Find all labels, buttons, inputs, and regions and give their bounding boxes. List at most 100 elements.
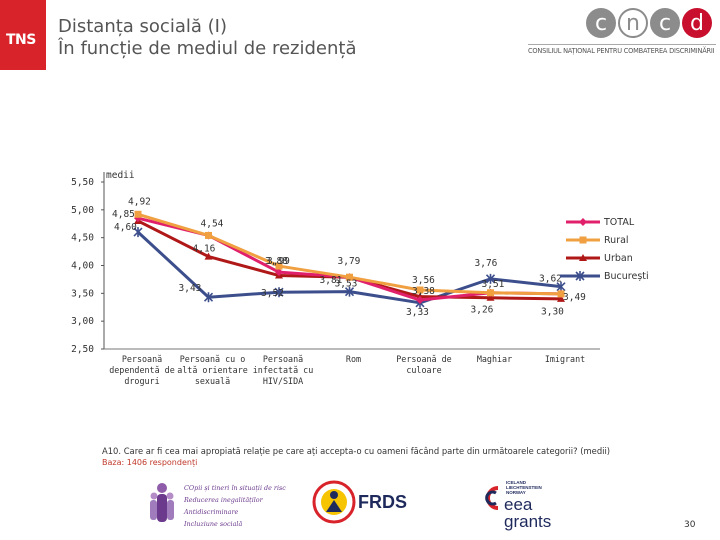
page-title-line2: În funcție de mediul de rezidență xyxy=(58,38,357,59)
x-category-label: Maghiar xyxy=(477,354,512,364)
tns-logo: TNS xyxy=(0,0,46,70)
eea-country-1: ICELAND xyxy=(506,480,526,485)
cncd-letter-4: d xyxy=(682,8,712,38)
x-category-label: Persoană xyxy=(263,354,303,364)
data-point xyxy=(203,292,214,303)
base-note: Baza: 1406 respondenți xyxy=(102,458,198,467)
data-point xyxy=(486,293,495,301)
unit-label: medii xyxy=(106,170,135,181)
data-point xyxy=(275,262,283,270)
data-point xyxy=(344,286,355,297)
data-label: 3,99 xyxy=(267,256,290,267)
data-point xyxy=(133,227,143,238)
eea-country-2: LIECHTENSTEIN xyxy=(506,485,542,490)
data-point xyxy=(557,294,565,302)
line-chart: 5,50 5,00 4,50 4,00 3,50 3,00 2,50 medii 4,92 4,… xyxy=(71,170,649,386)
x-category-label: Persoană xyxy=(122,354,162,364)
legend-label: Urban xyxy=(604,253,633,264)
data-label: 3,56 xyxy=(412,275,435,286)
cncd-letter-3: c xyxy=(650,8,680,38)
data-label: 3,51 xyxy=(482,279,505,290)
cncd-subtitle: CONSILIUL NAȚIONAL PENTRU COMBATEREA DIS… xyxy=(528,44,716,55)
cop-logo: COpii și tineri în situații de risc Redu… xyxy=(148,478,286,532)
cncd-letter-1: c xyxy=(586,8,616,38)
data-label: 3,62 xyxy=(539,274,562,285)
cop-line-3: Antidiscriminare xyxy=(184,508,239,516)
data-label: 3,33 xyxy=(406,307,429,318)
data-label: 3,76 xyxy=(475,258,498,269)
x-category-label: HIV/SIDA xyxy=(263,376,303,386)
data-label: 3,26 xyxy=(471,305,494,316)
cncd-logo: c n c d CONSILIUL NAȚIONAL PENTRU COMBAT… xyxy=(528,8,716,56)
cncd-letter-2: n xyxy=(618,8,648,38)
grants-word: grants xyxy=(504,512,552,531)
data-label: 3,30 xyxy=(541,306,564,317)
y-tick-label: 3,50 xyxy=(71,288,94,299)
x-category-label: droguri xyxy=(124,376,159,386)
data-label: 3,79 xyxy=(338,256,361,267)
question-footnote: A10. Care ar fi cea mai apropiată relați… xyxy=(102,446,611,456)
x-category-label: sexuală xyxy=(195,376,230,386)
data-label: 4,16 xyxy=(193,244,216,255)
page-number: 30 xyxy=(684,520,696,530)
y-tick-label: 5,00 xyxy=(71,205,94,216)
x-category-label: Rom xyxy=(346,354,361,364)
legend-marker xyxy=(579,218,587,226)
data-point xyxy=(416,286,424,294)
people-figure-icon xyxy=(150,483,174,522)
data-label: 3,38 xyxy=(412,286,435,297)
data-point xyxy=(134,210,142,218)
data-label: 3,43 xyxy=(179,283,202,294)
y-tick-label: 5,50 xyxy=(71,177,94,188)
legend-marker xyxy=(575,271,585,281)
data-label: 3,81 xyxy=(320,275,343,286)
data-point xyxy=(416,296,424,305)
data-label: 4,60 xyxy=(114,222,137,233)
data-point xyxy=(557,290,565,298)
data-label: 3,52 xyxy=(261,288,284,299)
data-point xyxy=(204,252,213,260)
x-category-label: altă orientare xyxy=(177,365,248,375)
data-point xyxy=(275,268,283,277)
x-category-label: Persoană de xyxy=(396,354,451,364)
eea-word: eea xyxy=(504,495,533,514)
frds-logo: FRDS xyxy=(312,478,412,532)
y-tick-label: 4,50 xyxy=(71,233,94,244)
legend-label: București xyxy=(604,271,649,282)
data-point xyxy=(346,273,353,281)
cop-line-1: COpii și tineri în situații de risc xyxy=(184,484,286,492)
x-category-label: infectată cu xyxy=(253,365,314,375)
legend-label: Rural xyxy=(604,235,629,246)
data-point xyxy=(274,287,284,298)
data-label: 4,92 xyxy=(128,196,151,207)
eea-country-3: NORWAY xyxy=(506,490,526,495)
cop-line-4: Incluziune socială xyxy=(184,520,243,528)
data-label: 4,85 xyxy=(112,209,135,220)
cop-line-2: Reducerea inegalităților xyxy=(184,496,263,504)
x-category-label: Persoană cu o xyxy=(180,354,246,364)
page-title-line1: Distanța socială (I) xyxy=(58,16,227,37)
data-label: 4,54 xyxy=(201,218,224,229)
x-category-label: dependentă de xyxy=(109,365,175,375)
legend-marker xyxy=(579,254,587,261)
data-point xyxy=(485,273,496,284)
x-category-label: Imigrant xyxy=(545,354,585,364)
data-point xyxy=(205,231,212,239)
legend-marker xyxy=(579,236,587,244)
x-category-label: culoare xyxy=(406,365,441,375)
frds-emblem-icon xyxy=(312,480,356,524)
page-title: Distanța socială (I) În funcție de mediu… xyxy=(58,16,356,60)
eea-swirl-icon xyxy=(485,486,499,510)
sponsor-logos: COpii și tineri în situații de risc Redu… xyxy=(140,474,580,534)
y-tick-label: 2,50 xyxy=(71,344,94,355)
tns-brand-text: TNS xyxy=(6,32,36,48)
legend-label: TOTAL xyxy=(603,217,635,228)
data-label: 3,88 xyxy=(265,256,288,267)
y-tick-label: 3,00 xyxy=(71,316,94,327)
frds-text: FRDS xyxy=(358,492,407,512)
y-tick-label: 4,00 xyxy=(71,261,94,272)
data-label: 3,53 xyxy=(335,279,358,290)
data-label: 3,49 xyxy=(563,292,586,303)
eea-grants-logo: ICELAND LIECHTENSTEIN NORWAY eea grants xyxy=(480,480,580,534)
data-point xyxy=(487,289,494,297)
